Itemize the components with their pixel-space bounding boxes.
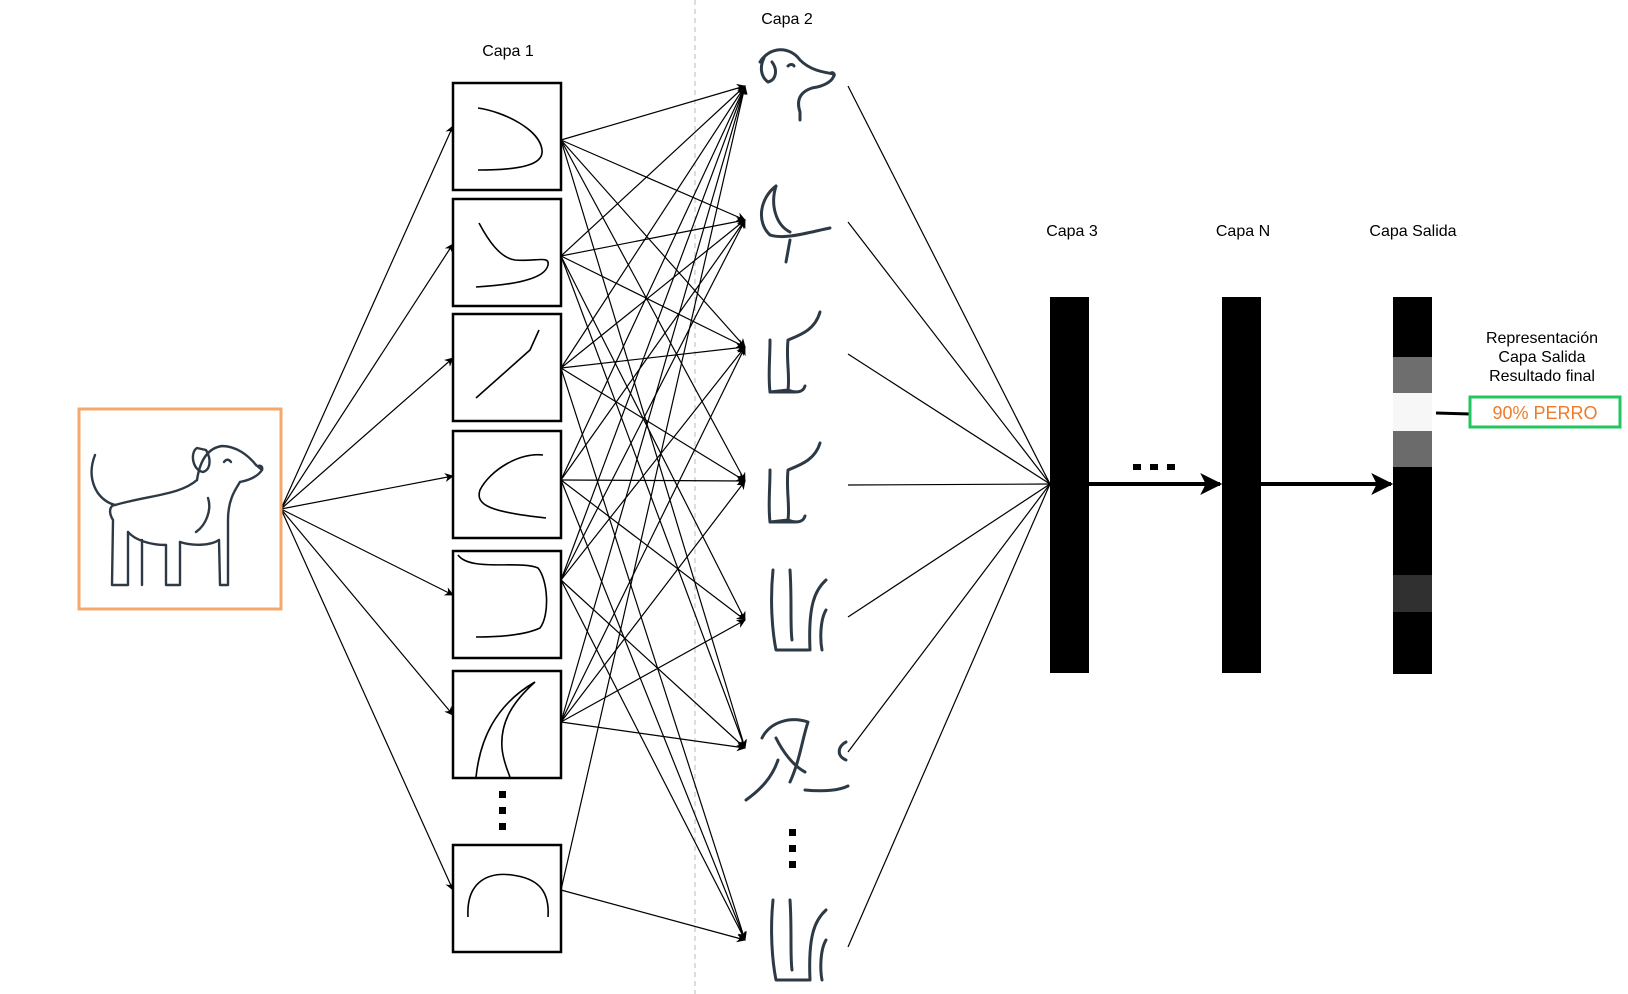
feature-box (451, 81, 563, 192)
layer1-layer2-connection (560, 721, 746, 752)
curve-u-right-icon (477, 107, 543, 171)
layer1-layer2-connection (560, 85, 746, 257)
layer1-layer2-connection (560, 579, 746, 749)
layer1-layer2-connection (560, 480, 746, 723)
feature-box (451, 197, 563, 308)
input-connection (280, 473, 454, 510)
output-repr-line2: Capa Salida (1498, 349, 1585, 366)
layer1-layer2-connection (560, 579, 746, 941)
input-connection (280, 508, 454, 891)
output-cell-max (1393, 393, 1432, 431)
layer1-layer2-connection (560, 85, 746, 481)
output-cell (1393, 357, 1432, 393)
layer2-label: Capa 2 (761, 11, 813, 28)
layer3-bar (1050, 297, 1089, 673)
layer2-features (744, 48, 850, 982)
layer1-layer2-connection (560, 367, 746, 482)
input-connection (280, 508, 454, 716)
output-cell (1393, 575, 1432, 612)
layer1-layer2-connection (560, 255, 747, 749)
layer1-layer2-connection (560, 479, 746, 621)
dog-ear-icon (760, 184, 832, 264)
layer1-features (451, 81, 563, 954)
layer1-layer2-connection (560, 476, 746, 486)
horizontal-ellipsis-icon (1133, 464, 1175, 470)
output-repr-line1: Representación (1486, 330, 1598, 347)
connections (280, 83, 1051, 948)
layer1-layer2-connection (560, 139, 746, 221)
layer1-layer2-connection (560, 367, 747, 941)
result-text: 90% PERRO (1492, 403, 1597, 423)
curve-hook-icon (475, 222, 549, 288)
layerN-label: Capa N (1216, 223, 1270, 240)
input-connection (280, 508, 454, 596)
feature-box (451, 669, 563, 780)
layer1-layer2-connection (560, 139, 746, 482)
layer1-layer2-connection (560, 139, 747, 749)
dog-hind-legs-icon (770, 898, 828, 982)
dog-leg-icon (767, 310, 822, 394)
layer2-layer3-connection (847, 483, 1051, 618)
layer2-layer3-connection (847, 353, 1051, 485)
vertical-ellipsis-icon (789, 829, 796, 868)
result-connector (1435, 411, 1471, 416)
layer1-layer2-connection (560, 479, 747, 941)
ear-curve-icon (475, 681, 536, 778)
layer1-layer2-connection (560, 255, 746, 348)
curve-bracket-icon (457, 554, 548, 638)
feature-box (451, 843, 563, 954)
line-diagonal-icon (475, 329, 540, 399)
layer1-layer2-connection (560, 346, 746, 723)
result-box (1468, 395, 1622, 429)
layer1-layer2-connection (560, 85, 748, 723)
output-layer-label: Capa Salida (1369, 223, 1456, 240)
dog-hind-legs-icon (770, 568, 828, 652)
layer2-layer3-connection (847, 85, 1051, 485)
feature-box (451, 549, 563, 660)
feature-box (451, 429, 563, 540)
input-image (77, 407, 283, 611)
layer1-layer2-connection (560, 219, 746, 369)
output-layer-bar (1393, 297, 1432, 674)
layerN-bar (1222, 297, 1261, 673)
layer2-layer3-connection (847, 483, 1051, 753)
input-connection (280, 243, 454, 510)
layer1-layer2-connection (560, 85, 748, 891)
layer1-layer2-connection (560, 219, 746, 581)
layer2-layer3-connection (847, 483, 1051, 486)
layer1-layer2-connection (560, 219, 746, 481)
input-connection (280, 357, 454, 510)
layer1-layer2-connection (560, 346, 746, 581)
layer1-layer2-connection (560, 139, 746, 348)
layer1-layer2-connection (560, 343, 746, 369)
layer1-layer2-connection (560, 83, 746, 141)
feature-box (451, 312, 563, 423)
vertical-ellipsis-icon (499, 791, 506, 830)
layer2-layer3-connection (847, 483, 1051, 948)
layer1-label: Capa 1 (482, 43, 534, 60)
dog-head-icon (758, 48, 836, 122)
layer1-layer2-connection (560, 85, 746, 369)
layer1-layer2-connection (560, 889, 746, 943)
output-repr-line3: Resultado final (1489, 368, 1595, 385)
curve-c-icon (478, 453, 547, 519)
input-connection (280, 125, 454, 510)
layer1-layer2-connection (560, 217, 746, 257)
dog-icon (90, 444, 264, 587)
arch-curve-icon (467, 873, 549, 918)
layer3-label: Capa 3 (1046, 223, 1098, 240)
output-cell (1393, 431, 1432, 467)
layer2-layer3-connection (847, 221, 1051, 485)
layer1-layer2-connection (560, 85, 747, 581)
dog-leg-icon (767, 441, 822, 524)
layer1-layer2-connection (560, 619, 746, 723)
dog-face-icon (744, 718, 850, 802)
layer1-layer2-connection (560, 255, 746, 621)
